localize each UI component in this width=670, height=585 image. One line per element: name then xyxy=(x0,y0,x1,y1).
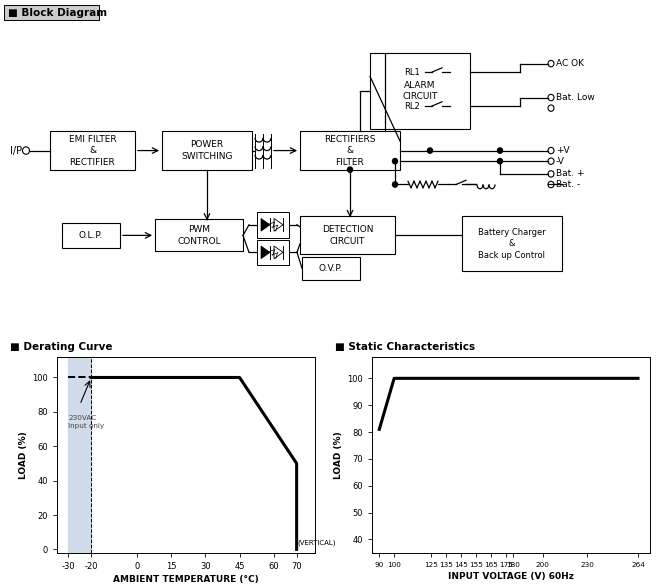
Circle shape xyxy=(393,159,397,164)
Bar xyxy=(300,216,395,254)
Circle shape xyxy=(498,148,502,153)
Text: ALARM
CIRCUIT: ALARM CIRCUIT xyxy=(402,81,438,101)
Text: DETECTION
CIRCUIT: DETECTION CIRCUIT xyxy=(322,225,373,246)
Text: ■ Derating Curve: ■ Derating Curve xyxy=(10,342,113,352)
Text: ■ Block Diagram: ■ Block Diagram xyxy=(8,8,107,18)
Bar xyxy=(257,212,289,238)
X-axis label: INPUT VOLTAGE (V) 60Hz: INPUT VOLTAGE (V) 60Hz xyxy=(448,572,574,581)
X-axis label: AMBIENT TEMPERATURE (°C): AMBIENT TEMPERATURE (°C) xyxy=(113,575,259,584)
Text: 230VAC
Input only: 230VAC Input only xyxy=(68,415,105,429)
Text: (VERTICAL): (VERTICAL) xyxy=(297,539,336,546)
Bar xyxy=(162,132,252,170)
Circle shape xyxy=(393,182,397,187)
Text: Bat. +: Bat. + xyxy=(556,170,584,178)
Text: PWM
CONTROL: PWM CONTROL xyxy=(177,225,221,246)
Text: Battery Charger
&
Back up Control: Battery Charger & Back up Control xyxy=(478,228,546,260)
Bar xyxy=(4,5,99,20)
Polygon shape xyxy=(261,218,270,231)
Text: ■ Static Characteristics: ■ Static Characteristics xyxy=(335,342,475,352)
Polygon shape xyxy=(261,246,270,259)
Bar xyxy=(257,240,289,265)
Bar xyxy=(462,216,562,271)
Text: I/P: I/P xyxy=(10,146,22,156)
Bar xyxy=(302,257,360,280)
Text: RL1: RL1 xyxy=(404,68,420,77)
Text: Bat. Low: Bat. Low xyxy=(556,93,595,102)
Text: Bat. -: Bat. - xyxy=(556,180,580,189)
Bar xyxy=(50,132,135,170)
Circle shape xyxy=(498,159,502,164)
Bar xyxy=(62,223,120,248)
Circle shape xyxy=(348,167,352,173)
Text: POWER
SWITCHING: POWER SWITCHING xyxy=(182,140,232,161)
Text: O.V.P.: O.V.P. xyxy=(319,264,343,273)
Y-axis label: LOAD (%): LOAD (%) xyxy=(19,431,28,479)
Bar xyxy=(370,53,470,129)
Bar xyxy=(68,357,91,553)
Text: RL2: RL2 xyxy=(404,102,420,111)
Y-axis label: LOAD (%): LOAD (%) xyxy=(334,431,343,479)
Text: O.L.P.: O.L.P. xyxy=(79,231,103,240)
Text: EMI FILTER
&
RECTIFIER: EMI FILTER & RECTIFIER xyxy=(69,135,117,167)
Text: +V: +V xyxy=(556,146,570,155)
Text: -V: -V xyxy=(556,157,565,166)
Circle shape xyxy=(427,148,433,153)
Text: AC OK: AC OK xyxy=(556,59,584,68)
Bar xyxy=(300,132,400,170)
Bar xyxy=(155,219,243,252)
Text: RECTIFIERS
&
FILTER: RECTIFIERS & FILTER xyxy=(324,135,376,167)
